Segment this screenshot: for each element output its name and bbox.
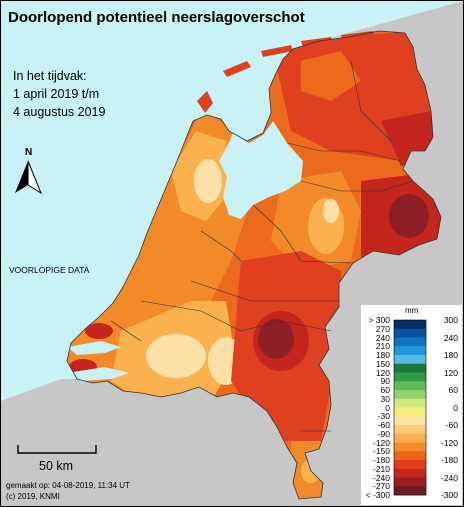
legend-label-right: 0 [453,402,458,413]
legend-swatch [394,416,426,426]
legend-label-right: -120 [440,437,458,448]
province-borders [110,60,414,432]
legend-swatch [394,320,426,330]
legend-swatch [394,486,426,496]
legend-label-left: 240 [375,332,390,343]
legend-label-left: 30 [380,393,390,404]
legend-swatch [394,398,426,408]
legend-swatch [394,372,426,382]
legend-swatch [394,355,426,365]
legend-label-right: -300 [440,490,458,500]
legend-label-left: -210 [372,463,390,474]
legend-swatch [394,337,426,347]
legend-colorbar [361,305,462,505]
legend-label-left: 60 [380,385,390,395]
legend-label-left: 210 [375,341,390,352]
legend-label-right: 240 [443,332,458,343]
legend-label-left: -90 [377,428,390,439]
legend-label-left: -150 [372,446,390,457]
legend-label-left: 90 [380,376,390,387]
legend-swatch [394,363,426,373]
legend-unit: mm [405,306,419,315]
footer: gemaakt op: 04-08-2019, 11:34 UT (c) 201… [6,480,130,502]
legend-label-left: -120 [372,437,390,448]
legend-label-right: 60 [448,385,458,395]
legend-swatch [394,433,426,443]
legend-label-left: < -300 [365,490,390,500]
legend-label-left: 150 [375,358,390,369]
period-label: In het tijdvak: 1 april 2019 t/m 4 augus… [13,69,106,119]
westerschelde [67,367,129,381]
legend-label-right: -240 [440,472,458,483]
legend-label-left: -180 [372,455,390,465]
legend-swatch [394,425,426,435]
legend-label-right: -180 [440,455,458,465]
legend-label-left: -60 [377,420,390,430]
legend-label-left: -30 [377,411,390,422]
copyright: (c) 2019, KNMI [6,492,60,501]
legend-label-left: -270 [372,481,390,492]
map-title: Doorlopend potentieel neerslagoverschot [8,9,305,26]
legend-swatch [394,390,426,400]
preliminary-data-label: VOORLOPIGE DATA [9,265,90,275]
ijsselmeer [219,121,303,219]
legend-frame [393,319,427,496]
legend-label-left: -240 [372,472,390,483]
legend-swatch [394,477,426,487]
legend-swatch [394,460,426,470]
scale-bar [17,445,97,454]
scale-label: 50 km [39,459,74,473]
legend-label-right: 300 [443,315,458,325]
legend-swatch [394,442,426,452]
zeeland-estuary [67,341,121,355]
legend-label-left: 120 [375,367,390,378]
legend-swatch [394,346,426,356]
legend-label-right: 120 [443,367,458,378]
legend-label-right: -60 [445,420,458,430]
legend-swatch [394,468,426,478]
legend-swatch [394,328,426,338]
legend-swatch [394,407,426,417]
legend-label-left: 180 [375,350,390,360]
made-at: gemaakt op: 04-08-2019, 11:34 UT [6,481,130,490]
legend-label-left: 270 [375,323,390,334]
north-arrow-icon [15,160,43,195]
legend-swatch [394,381,426,391]
legend-label-left: 0 [385,402,390,413]
legend-swatch [394,451,426,461]
legend-label-right: 180 [443,350,458,360]
legend-label-left: > 300 [368,315,390,325]
north-label: N [25,147,33,158]
